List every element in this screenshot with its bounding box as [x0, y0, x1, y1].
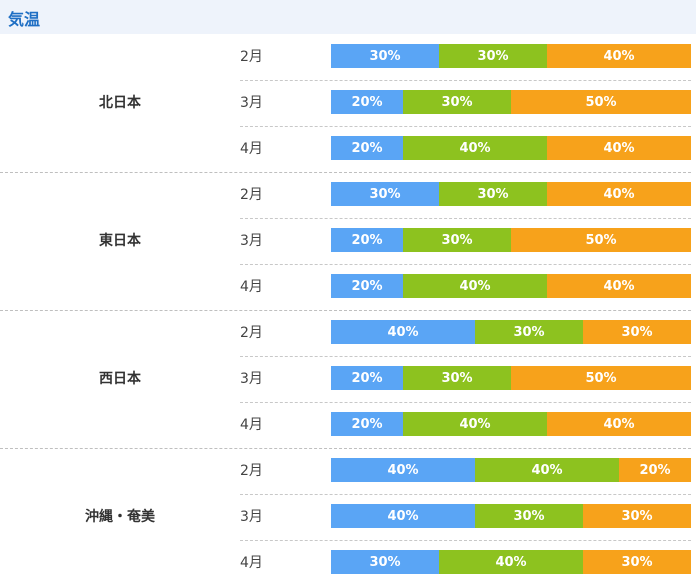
bar-segment-normal: 30%: [439, 44, 547, 68]
stacked-bar: 30% 30% 40%: [331, 44, 691, 68]
bar-segment-above-normal: 50%: [511, 228, 691, 252]
region-label: 西日本: [99, 371, 141, 387]
bar-segment-above-normal: 40%: [547, 182, 691, 206]
bar-segment-below-normal: 40%: [331, 458, 475, 482]
region-divider: [0, 172, 691, 173]
month-label: 4月: [240, 417, 263, 433]
bar-segment-normal: 40%: [403, 136, 547, 160]
month-label: 3月: [240, 509, 263, 525]
month-label: 2月: [240, 49, 263, 65]
bar-segment-normal: 30%: [403, 90, 511, 114]
month-label: 3月: [240, 95, 263, 111]
bar-segment-normal: 30%: [439, 182, 547, 206]
bar-segment-normal: 30%: [475, 504, 583, 528]
stacked-bar: 20% 30% 50%: [331, 90, 691, 114]
bar-segment-below-normal: 30%: [331, 182, 439, 206]
bar-segment-above-normal: 50%: [511, 366, 691, 390]
row-divider: [240, 540, 691, 541]
region-divider: [0, 448, 691, 449]
bar-segment-below-normal: 20%: [331, 412, 403, 436]
stacked-bar: 30% 30% 40%: [331, 182, 691, 206]
row-divider: [240, 264, 691, 265]
month-label: 2月: [240, 325, 263, 341]
stacked-bar: 30% 40% 30%: [331, 550, 691, 574]
region-label: 北日本: [99, 95, 141, 111]
row-divider: [240, 402, 691, 403]
bar-segment-below-normal: 20%: [331, 136, 403, 160]
bar-segment-above-normal: 40%: [547, 44, 691, 68]
chart-area: 北日本 2月 30% 30% 40% 3月 20% 30% 50% 4月 20% 40% 40% 東日本 2…: [0, 34, 696, 584]
region-label: 東日本: [99, 233, 141, 249]
region-divider: [0, 310, 691, 311]
stacked-bar: 20% 30% 50%: [331, 228, 691, 252]
row-divider: [240, 356, 691, 357]
stacked-bar: 40% 40% 20%: [331, 458, 691, 482]
bar-segment-above-normal: 20%: [619, 458, 691, 482]
bar-segment-below-normal: 20%: [331, 90, 403, 114]
stacked-bar: 20% 40% 40%: [331, 274, 691, 298]
bar-segment-above-normal: 40%: [547, 136, 691, 160]
bar-segment-normal: 40%: [403, 412, 547, 436]
bar-segment-below-normal: 40%: [331, 320, 475, 344]
month-label: 4月: [240, 141, 263, 157]
row-divider: [240, 218, 691, 219]
stacked-bar: 40% 30% 30%: [331, 504, 691, 528]
bar-segment-normal: 30%: [403, 228, 511, 252]
month-label: 4月: [240, 555, 263, 571]
region-label: 沖縄・奄美: [85, 509, 155, 525]
bar-segment-above-normal: 30%: [583, 504, 691, 528]
month-label: 2月: [240, 463, 263, 479]
chart-title: 気温: [8, 10, 41, 29]
bar-segment-below-normal: 20%: [331, 228, 403, 252]
month-label: 2月: [240, 187, 263, 203]
bar-segment-normal: 30%: [403, 366, 511, 390]
stacked-bar: 20% 40% 40%: [331, 412, 691, 436]
bar-segment-normal: 40%: [439, 550, 583, 574]
bar-segment-above-normal: 40%: [547, 412, 691, 436]
bar-segment-below-normal: 20%: [331, 274, 403, 298]
bar-segment-below-normal: 30%: [331, 44, 439, 68]
bar-segment-normal: 40%: [475, 458, 619, 482]
chart-header: 気温: [0, 0, 696, 34]
bar-segment-below-normal: 20%: [331, 366, 403, 390]
stacked-bar: 20% 40% 40%: [331, 136, 691, 160]
row-divider: [240, 494, 691, 495]
row-divider: [240, 80, 691, 81]
bar-segment-above-normal: 50%: [511, 90, 691, 114]
row-divider: [240, 126, 691, 127]
bar-segment-normal: 30%: [475, 320, 583, 344]
bar-segment-above-normal: 30%: [583, 320, 691, 344]
month-label: 4月: [240, 279, 263, 295]
bar-segment-above-normal: 30%: [583, 550, 691, 574]
month-label: 3月: [240, 233, 263, 249]
bar-segment-below-normal: 40%: [331, 504, 475, 528]
stacked-bar: 20% 30% 50%: [331, 366, 691, 390]
stacked-bar: 40% 30% 30%: [331, 320, 691, 344]
bar-segment-above-normal: 40%: [547, 274, 691, 298]
bar-segment-below-normal: 30%: [331, 550, 439, 574]
bar-segment-normal: 40%: [403, 274, 547, 298]
month-label: 3月: [240, 371, 263, 387]
